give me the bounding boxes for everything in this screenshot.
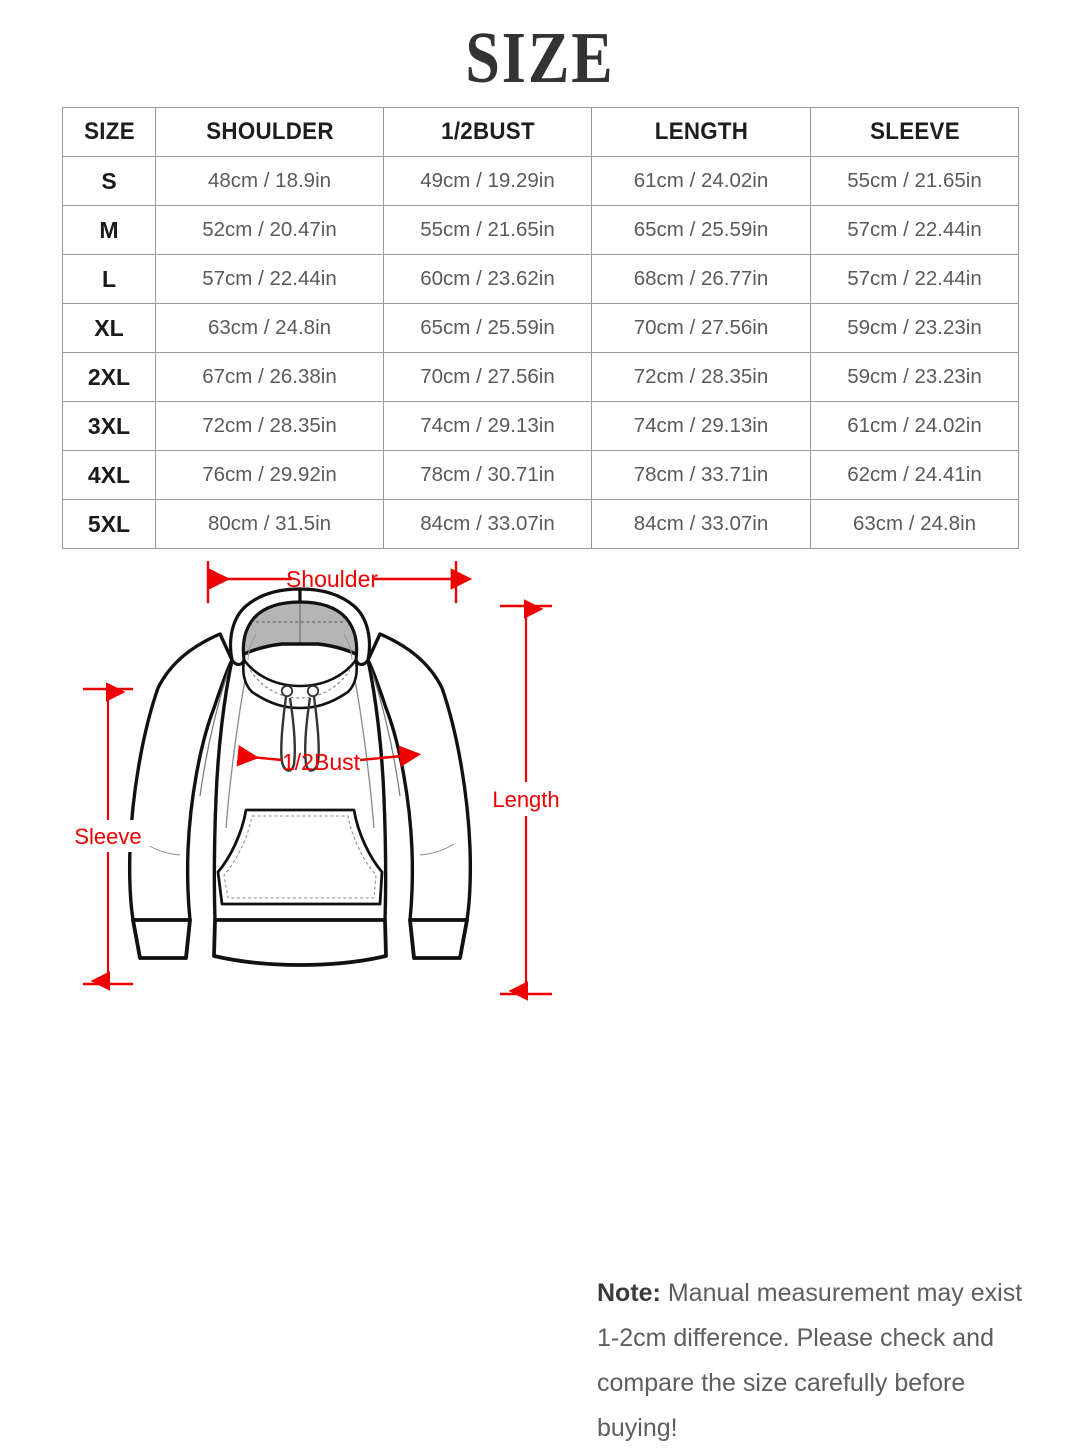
page-title: SIZE: [465, 18, 615, 99]
cuff-right: [408, 918, 469, 960]
table-header-row: SIZE SHOULDER 1/2BUST LENGTH SLEEVE: [63, 107, 1019, 157]
cell-size: S: [62, 156, 156, 206]
drape-left: [225, 673, 247, 829]
drape-right: [353, 673, 375, 829]
cell-shoulder: 52cm / 20.47in: [155, 205, 384, 255]
cell-sleeve: 61cm / 24.02in: [810, 401, 1019, 451]
cell-size: 4XL: [62, 450, 156, 500]
cell-length: 84cm / 33.07in: [591, 499, 811, 549]
cell-sleeve: 63cm / 24.8in: [810, 499, 1019, 549]
cell-length: 70cm / 27.56in: [591, 303, 811, 353]
note-label: Note:: [597, 1279, 661, 1307]
cell-shoulder: 80cm / 31.5in: [155, 499, 384, 549]
cell-size: L: [62, 254, 156, 304]
cell-length: 68cm / 26.77in: [591, 254, 811, 304]
hem-band: [212, 918, 388, 967]
table-row: 5XL 80cm / 31.5in 84cm / 33.07in 84cm / …: [62, 499, 1019, 549]
measure-sleeve: Sleeve: [66, 682, 150, 991]
hood-neck-band: [241, 658, 359, 710]
table-row: 4XL 76cm / 29.92in 78cm / 30.71in 78cm /…: [62, 450, 1019, 500]
cell-bust: 74cm / 29.13in: [383, 401, 592, 451]
cell-length: 74cm / 29.13in: [591, 401, 811, 451]
cell-shoulder: 76cm / 29.92in: [155, 450, 384, 500]
cell-sleeve: 62cm / 24.41in: [810, 450, 1019, 500]
cell-bust: 70cm / 27.56in: [383, 352, 592, 402]
cell-sleeve: 59cm / 23.23in: [810, 303, 1019, 353]
bust-arrow-left: [236, 745, 283, 767]
cell-shoulder: 57cm / 22.44in: [155, 254, 384, 304]
cell-size: XL: [62, 303, 156, 353]
measure-bust: 1/2Bust: [236, 745, 422, 775]
drawstring-right: [304, 696, 320, 772]
cuff-left: [131, 918, 192, 960]
column-header-length: LENGTH: [598, 107, 804, 157]
cell-sleeve: 57cm / 22.44in: [810, 254, 1019, 304]
column-header-size: SIZE: [65, 107, 153, 157]
table-row: S 48cm / 18.9in 49cm / 19.29in 61cm / 24…: [62, 156, 1019, 206]
hood-edge-highlight-left: [247, 633, 257, 661]
cell-shoulder: 63cm / 24.8in: [155, 303, 384, 353]
measure-shoulder: Shoulder: [206, 561, 473, 603]
length-label: Length: [492, 787, 559, 812]
sleeve-label: Sleeve: [74, 824, 141, 849]
eyelet-left: [280, 684, 294, 698]
cell-length: 65cm / 25.59in: [591, 205, 811, 255]
cell-bust: 55cm / 21.65in: [383, 205, 592, 255]
bust-arrow-right: [359, 745, 422, 767]
cell-length: 72cm / 28.35in: [591, 352, 811, 402]
cell-sleeve: 57cm / 22.44in: [810, 205, 1019, 255]
cell-bust: 78cm / 30.71in: [383, 450, 592, 500]
cell-sleeve: 55cm / 21.65in: [810, 156, 1019, 206]
cell-size: 3XL: [62, 401, 156, 451]
cell-shoulder: 72cm / 28.35in: [155, 401, 384, 451]
table-row: 2XL 67cm / 26.38in 70cm / 27.56in 72cm /…: [62, 352, 1019, 402]
table-row: 3XL 72cm / 28.35in 74cm / 29.13in 74cm /…: [62, 401, 1019, 451]
cell-bust: 65cm / 25.59in: [383, 303, 592, 353]
cell-size: 2XL: [62, 352, 156, 402]
cell-size: 5XL: [62, 499, 156, 549]
cell-bust: 84cm / 33.07in: [383, 499, 592, 549]
hood-edge-highlight-right: [343, 633, 353, 661]
table-row: L 57cm / 22.44in 60cm / 23.62in 68cm / 2…: [62, 254, 1019, 304]
bust-label: 1/2Bust: [282, 749, 361, 775]
column-header-sleeve: SLEEVE: [817, 107, 1012, 157]
measurement-diagram: Shoulder 1/2Bust Sleeve Length Note: Man…: [0, 548, 1080, 1442]
note-block: Note: Manual measurement may exist 1-2cm…: [597, 1271, 1027, 1451]
hoodie-illustration: Shoulder 1/2Bust Sleeve Length: [66, 561, 566, 1001]
table-row: XL 63cm / 24.8in 65cm / 25.59in 70cm / 2…: [62, 303, 1019, 353]
drawstring-left: [280, 696, 296, 772]
column-header-shoulder: SHOULDER: [163, 107, 376, 157]
cell-length: 61cm / 24.02in: [591, 156, 811, 206]
measure-length: Length: [486, 599, 566, 1001]
cell-bust: 49cm / 19.29in: [383, 156, 592, 206]
garment-body: [127, 587, 473, 967]
pocket-stitch: [223, 815, 377, 899]
table-row: M 52cm / 20.47in 55cm / 21.65in 65cm / 2…: [62, 205, 1019, 255]
cell-length: 78cm / 33.71in: [591, 450, 811, 500]
hood-neck-stitch: [249, 669, 351, 699]
cell-shoulder: 48cm / 18.9in: [155, 156, 384, 206]
size-chart-table: SIZE SHOULDER 1/2BUST LENGTH SLEEVE S 48…: [62, 107, 1019, 549]
sleeve-right-fold: [419, 843, 455, 856]
column-header-bust: 1/2BUST: [390, 107, 585, 157]
cell-sleeve: 59cm / 23.23in: [810, 352, 1019, 402]
shoulder-label: Shoulder: [286, 566, 378, 592]
cell-shoulder: 67cm / 26.38in: [155, 352, 384, 402]
eyelet-right: [306, 684, 320, 698]
cell-size: M: [62, 205, 156, 255]
kangaroo-pocket: [216, 808, 384, 906]
cell-bust: 60cm / 23.62in: [383, 254, 592, 304]
